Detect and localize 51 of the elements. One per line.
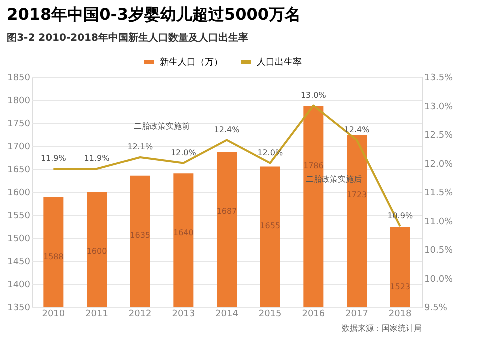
x-tick-label: 2016 [302, 310, 326, 320]
x-tick-label: 2017 [346, 310, 368, 320]
data-label: 12.4% [344, 125, 370, 134]
x-tick-label: 2014 [216, 310, 239, 320]
y2-tick-label: 12.5% [424, 131, 454, 141]
data-label: 1723 [346, 190, 368, 200]
y-tick-label: 1700 [8, 142, 31, 152]
data-label: 12.0% [170, 148, 197, 158]
x-tick-label: 2018 [388, 310, 412, 320]
y2-tick-label: 9.5% [424, 304, 448, 314]
annotation: 二胎政策实施前 [134, 122, 190, 131]
data-label: 1523 [390, 282, 411, 292]
y-tick-label: 1550 [8, 212, 31, 222]
y2-tick-label: 13.5% [424, 74, 454, 84]
chart-subtitle: 图3-2 2010-2018年中国新生人口数量及人口出生率 [7, 32, 248, 44]
data-label: 1600 [86, 247, 108, 256]
x-tick-label: 2011 [86, 310, 108, 320]
data-label: 13.0% [300, 90, 327, 100]
x-tick-label: 2012 [128, 310, 152, 320]
y-tick-label: 1450 [8, 258, 31, 268]
y2-tick-label: 12.0% [424, 160, 454, 170]
y-tick-label: 1600 [8, 188, 31, 198]
y2-tick-label: 11.0% [424, 217, 454, 228]
y2-tick-label: 10.0% [424, 274, 454, 285]
data-label: 11.9% [84, 154, 110, 163]
y-tick-label: 1500 [8, 234, 31, 244]
y-tick-label: 1850 [8, 74, 31, 84]
x-tick-label: 2015 [258, 310, 282, 320]
source-note: 数据来源：国家统计局 [342, 324, 422, 333]
legend-label: 新生人口（万） [160, 57, 223, 68]
x-tick-label: 2013 [172, 310, 196, 320]
y-tick-label: 1400 [8, 280, 31, 290]
x-tick-label: 2010 [42, 310, 66, 320]
legend-label: 人口出生率 [257, 57, 302, 68]
data-label: 12.4% [214, 125, 240, 134]
y-tick-label: 1750 [8, 120, 31, 130]
data-label: 1687 [216, 206, 238, 216]
data-label: 1640 [173, 228, 194, 238]
data-label: 11.9% [40, 154, 67, 163]
y2-tick-label: 11.5% [424, 188, 454, 198]
y2-tick-label: 10.5% [424, 246, 454, 256]
y-tick-label: 1650 [8, 166, 31, 176]
y2-tick-label: 13.0% [424, 102, 454, 112]
data-label: 1635 [130, 230, 151, 240]
data-label: 1786 [303, 161, 324, 170]
y-tick-label: 1350 [8, 304, 31, 314]
y-tick-label: 1800 [8, 96, 31, 106]
chart-title: 2018年中国0-3岁婴幼儿超过5000万名 [7, 5, 302, 24]
data-label: 1588 [43, 252, 64, 262]
data-label: 1655 [260, 222, 281, 231]
data-label: 12.1% [128, 142, 154, 152]
